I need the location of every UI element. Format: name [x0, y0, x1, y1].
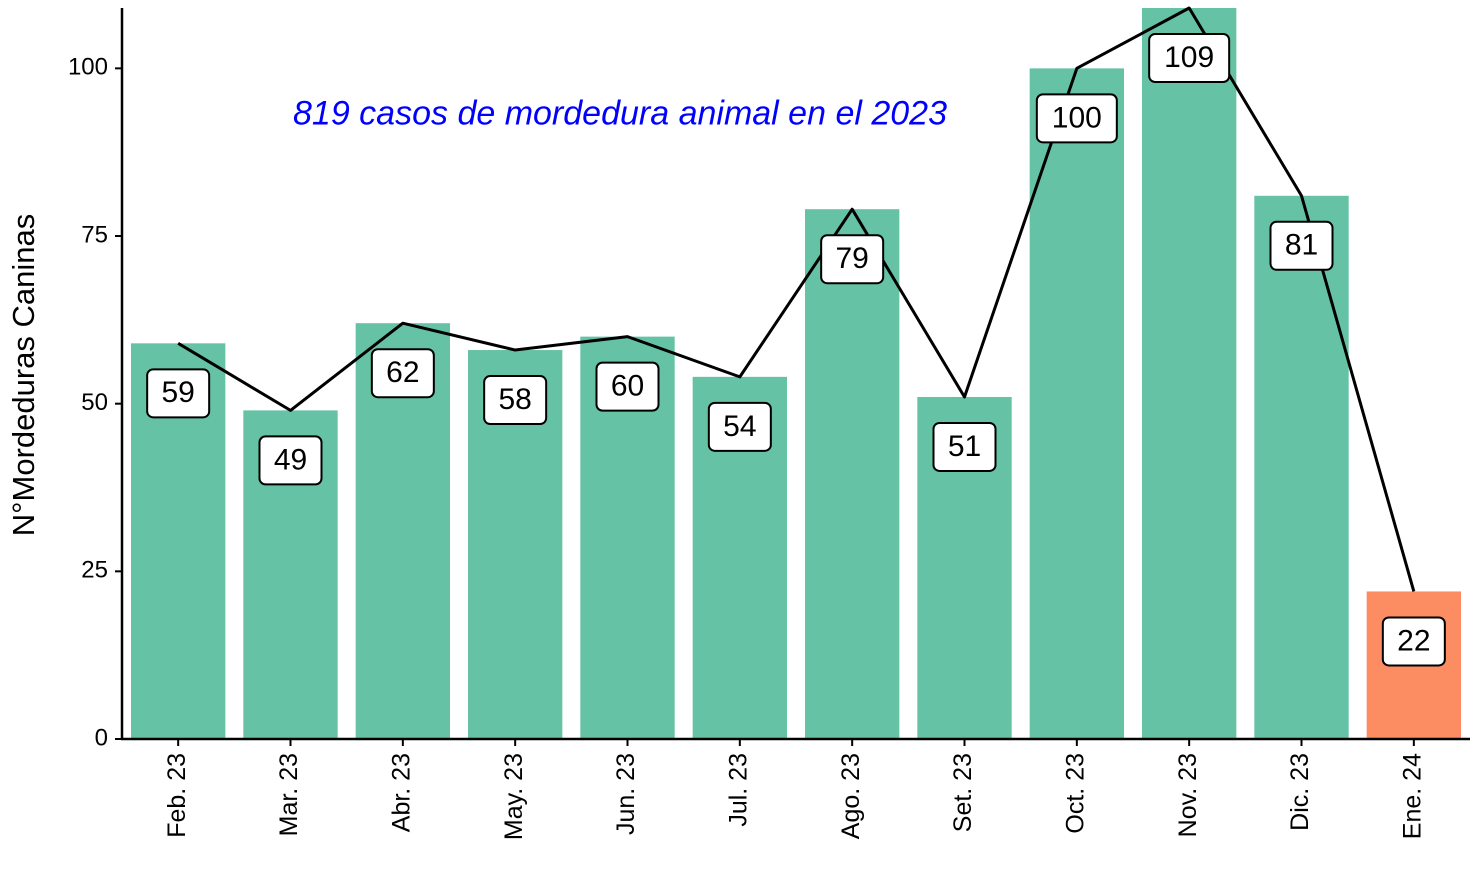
x-tick-label: Ago. 23 [837, 753, 865, 839]
y-tick-label: 100 [68, 54, 108, 81]
bar [804, 209, 900, 740]
y-tick-label: 25 [81, 557, 108, 584]
value-label: 100 [1035, 93, 1118, 144]
value-label-text: 79 [835, 242, 868, 275]
value-label-text: 58 [498, 383, 531, 416]
x-tick-label: Dic. 23 [1286, 753, 1314, 831]
value-label-text: 59 [161, 376, 194, 409]
y-tick-label: 75 [81, 221, 108, 248]
value-label: 22 [1381, 616, 1446, 667]
label-box [932, 421, 997, 472]
bar [1254, 195, 1349, 740]
label-box [595, 361, 660, 412]
y-tick-label: 0 [95, 724, 108, 751]
value-label: 58 [483, 375, 548, 426]
value-label: 109 [1148, 33, 1231, 83]
value-label: 62 [370, 348, 435, 399]
bar [1141, 8, 1237, 739]
label-box [370, 348, 435, 399]
value-label: 81 [1269, 220, 1334, 271]
label-box [146, 368, 211, 419]
x-tick-label: Ene. 24 [1398, 753, 1426, 839]
x-tick-label: Jun. 23 [612, 753, 640, 835]
x-tick-label: Mar. 23 [275, 753, 303, 836]
value-label-text: 22 [1397, 624, 1430, 657]
y-tick-label: 50 [81, 389, 108, 416]
label-box [1148, 33, 1231, 83]
annotation: 819 casos de mordedura animal en el 2023 [293, 94, 947, 132]
x-tick-label: May. 23 [500, 753, 528, 840]
value-label: 79 [820, 234, 885, 285]
value-label-text: 49 [274, 443, 307, 476]
value-label: 49 [258, 435, 323, 486]
value-label-text: 54 [723, 410, 756, 443]
label-box [1035, 93, 1118, 144]
x-tick-label: Oct. 23 [1061, 753, 1089, 834]
y-axis-title: N°Mordeduras Caninas [6, 214, 41, 537]
label-box [820, 234, 885, 285]
value-label-text: 60 [611, 370, 644, 403]
label-box [1269, 220, 1334, 271]
value-label: 60 [595, 361, 660, 412]
x-tick-label: Jul. 23 [724, 753, 752, 827]
bar [1029, 68, 1125, 740]
value-label-text: 100 [1052, 101, 1102, 134]
x-tick-label: Nov. 23 [1174, 753, 1202, 837]
label-box [483, 375, 548, 426]
value-label: 54 [707, 401, 772, 452]
value-label-text: 81 [1285, 229, 1318, 262]
value-label-text: 62 [386, 356, 419, 389]
label-box [258, 435, 323, 486]
value-label: 59 [146, 368, 211, 419]
value-label-text: 109 [1164, 41, 1214, 74]
x-tick-label: Abr. 23 [387, 753, 415, 832]
value-label: 51 [932, 421, 997, 472]
x-tick-label: Set. 23 [949, 753, 977, 832]
label-box [707, 401, 772, 452]
value-label-text: 51 [948, 430, 981, 463]
x-tick-label: Feb. 23 [163, 753, 191, 838]
label-box [1381, 616, 1446, 667]
